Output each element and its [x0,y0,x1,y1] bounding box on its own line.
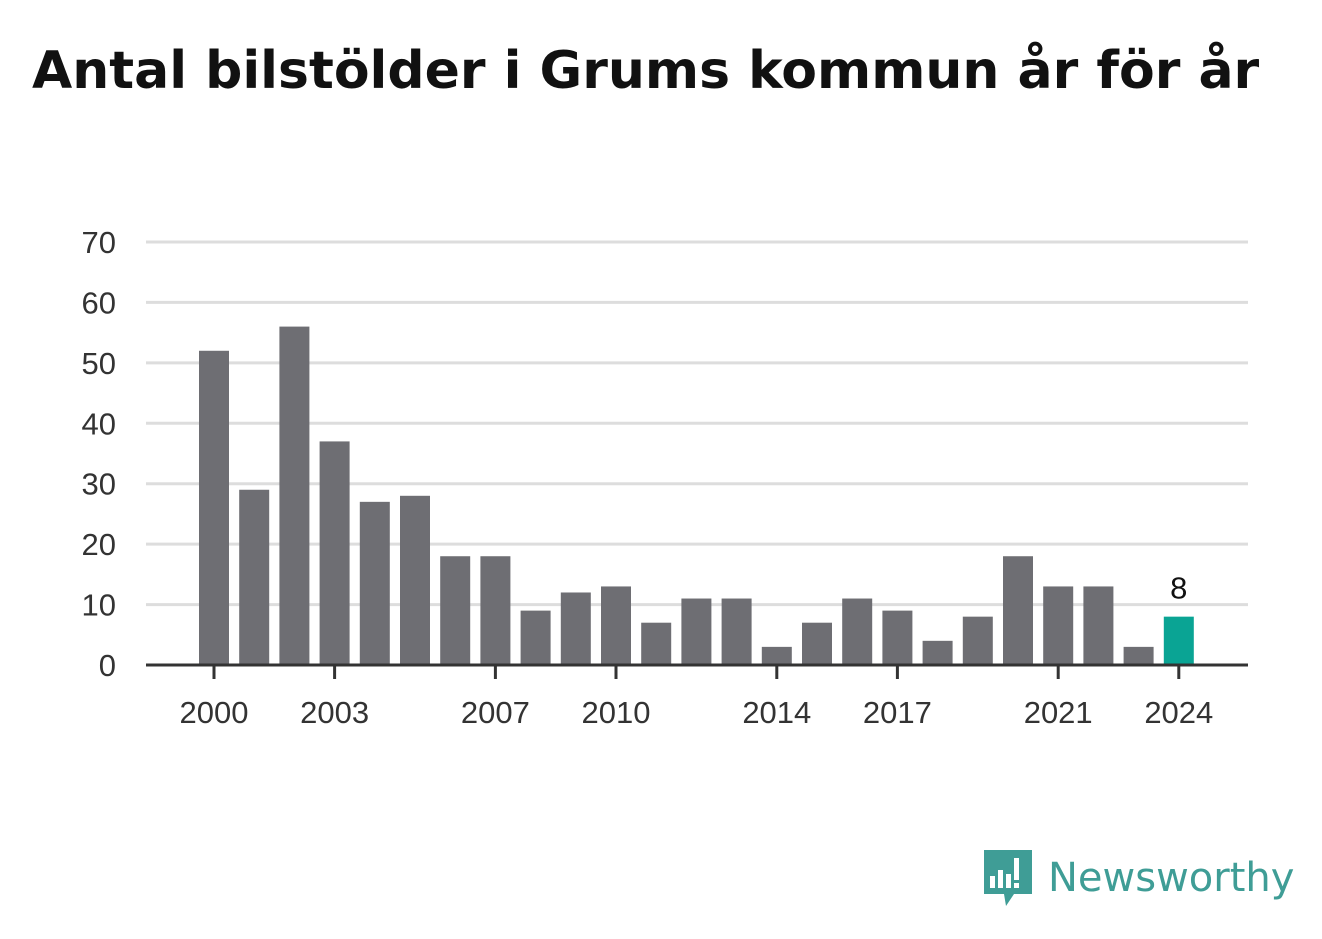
bar-2004 [359,501,390,665]
bar-2002 [279,326,310,665]
y-tick-label: 40 [82,406,116,441]
bar-2008 [520,610,551,665]
bar-2005 [400,495,430,665]
x-tick-label: 2010 [582,695,651,730]
x-tick-label: 2003 [300,695,369,730]
bar-2022 [1083,586,1114,665]
bar-2007 [480,556,511,665]
axes [146,663,1248,679]
y-tick-label: 30 [82,467,116,502]
bars [199,326,1194,665]
y-tick-label: 70 [82,225,116,260]
bar-2009 [560,592,591,665]
bar-2010 [601,586,631,665]
bar-2003 [319,441,350,665]
brand-name: Newsworthy [1048,855,1295,901]
x-tick-label: 2021 [1024,695,1093,730]
bar-2006 [440,556,471,665]
labels: 0 10 20 30 40 50 60 70 8 2000 2003 2007 2010 2014 2017… [82,225,1214,730]
bar-2017 [882,610,913,665]
bar-2014 [761,646,792,665]
y-tick-label: 10 [82,588,116,623]
bar-2024 [1163,616,1194,665]
x-tick-label: 2024 [1144,695,1213,730]
data-label-2024: 8 [1170,571,1187,606]
bar-2021 [1043,586,1074,665]
gridlines [146,240,1248,607]
bar-2016 [842,598,873,665]
y-tick-label: 0 [99,648,116,683]
x-tick-label: 2017 [863,695,932,730]
newsworthy-logo-icon [984,850,1032,906]
y-tick-label: 50 [82,346,116,381]
bar-2015 [802,622,832,665]
x-tick-label: 2014 [742,695,811,730]
bar-2023 [1123,646,1154,665]
chart-title: Antal bilstölder i Grums kommun år för å… [32,41,1260,101]
bar-2012 [681,598,712,665]
brand-logo: Newsworthy [980,846,1294,910]
bar-2018 [922,640,953,665]
x-tick-label: 2007 [461,695,530,730]
bar-2011 [641,622,672,665]
bar-2019 [962,616,993,665]
y-tick-label: 20 [82,527,116,562]
bar-2001 [239,489,270,665]
bar-2020 [1003,556,1033,665]
bar-2013 [721,598,752,665]
bar-2000 [199,350,229,665]
x-tick-label: 2000 [180,695,249,730]
y-tick-label: 60 [82,285,116,320]
